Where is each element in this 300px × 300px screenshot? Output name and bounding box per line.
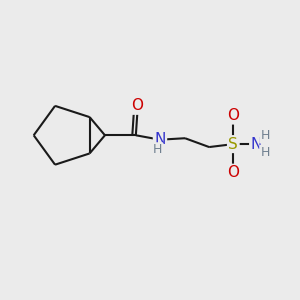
Text: H: H xyxy=(153,143,162,157)
Text: S: S xyxy=(228,136,238,152)
Text: N: N xyxy=(154,132,166,147)
Text: O: O xyxy=(227,165,239,180)
Text: N: N xyxy=(250,136,262,152)
Text: H: H xyxy=(260,129,270,142)
Text: O: O xyxy=(227,108,239,123)
Text: O: O xyxy=(131,98,143,113)
Text: H: H xyxy=(260,146,270,159)
